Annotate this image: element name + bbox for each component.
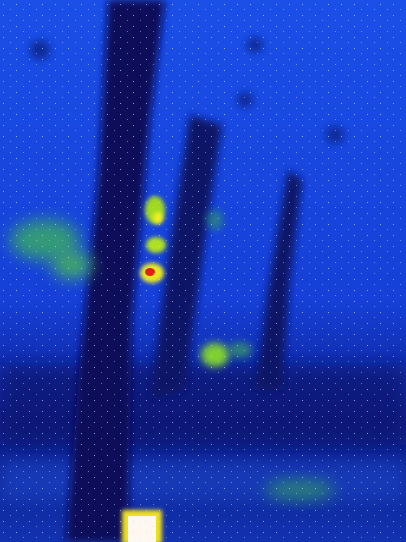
sensor-noise <box>0 0 406 542</box>
page <box>0 0 406 542</box>
thermal-image <box>0 0 406 542</box>
